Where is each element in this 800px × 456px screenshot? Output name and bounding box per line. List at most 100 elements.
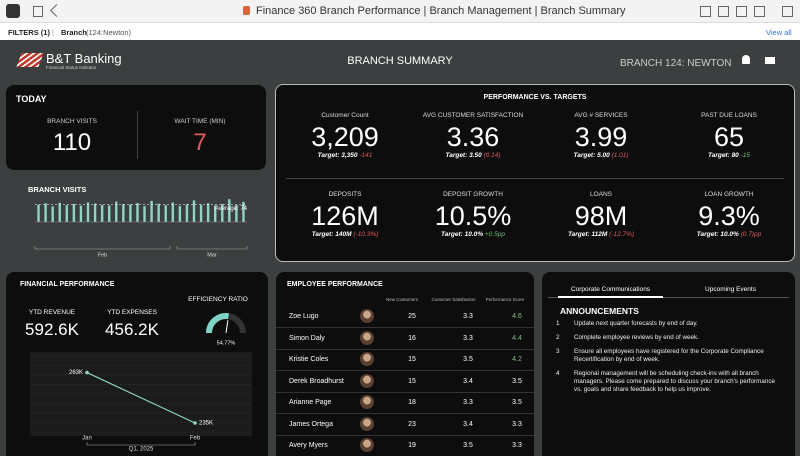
comment-icon[interactable] xyxy=(718,6,729,17)
kpi-target: Target: 3.50 xyxy=(445,152,482,159)
kpi-value: 9.3% xyxy=(698,201,760,231)
bar xyxy=(58,202,61,222)
kpi-target-line: Target: 3,350 -141 xyxy=(280,152,410,159)
bar xyxy=(108,205,111,222)
kpi: PAST DUE LOANS 65 Target: 80 -15 xyxy=(664,112,794,159)
kpi-value: 3,209 xyxy=(311,122,379,152)
employee-name: Zoe Lugo xyxy=(289,313,319,320)
kpi-value: 10.5% xyxy=(434,201,512,231)
kpi-target: Target: 5.00 xyxy=(573,152,610,159)
announcement-text: Ensure all employees have registered for… xyxy=(574,348,764,363)
kpi: LOANS 98M Target: 112M (-12.7%) xyxy=(536,191,666,238)
bar xyxy=(72,204,76,222)
bar xyxy=(157,203,160,222)
satisfaction: 3.4 xyxy=(463,377,473,385)
tab-divider xyxy=(548,297,789,298)
announcement-text: Complete employee reviews by end of week… xyxy=(574,334,699,341)
kpi-target: Target: 3,350 xyxy=(317,152,358,159)
kpi-target-line: Target: 3.50 (0.14) xyxy=(408,152,538,159)
x-bracket xyxy=(86,442,196,446)
kpi-value: 3.99 xyxy=(574,122,628,152)
today-metrics: BRANCH VISITS 110 WAIT TIME (MIN) 7 xyxy=(6,85,266,170)
kpi-target: Target: 112M xyxy=(567,231,608,238)
month-label: Mar xyxy=(207,252,217,258)
kpi-target: Target: 80 xyxy=(707,152,739,159)
panel-title: FINANCIAL PERFORMANCE xyxy=(20,281,115,288)
point xyxy=(193,421,197,425)
kpi-variance: -141 xyxy=(359,152,373,159)
tab-active[interactable]: Corporate Communications xyxy=(570,286,651,293)
kpi-label: DEPOSITS xyxy=(328,191,362,198)
gauge-needle xyxy=(225,320,229,334)
metric-value: 7 xyxy=(193,129,207,156)
filter-value[interactable]: (124:Newton) xyxy=(86,28,132,37)
kpi-variance: (0.14) xyxy=(483,152,501,159)
bar xyxy=(214,205,217,222)
gauge-arc xyxy=(206,313,229,334)
share-icon[interactable] xyxy=(736,6,747,17)
satisfaction: 3.3 xyxy=(463,399,473,406)
bar xyxy=(93,203,97,222)
kpi: LOAN GROWTH 9.3% Target: 10.0% (0.7)pp xyxy=(664,191,794,238)
edit-icon[interactable] xyxy=(782,6,793,17)
employee-row: Kristie Coles 15 3.5 4.2 xyxy=(276,349,534,371)
new-customers: 25 xyxy=(408,313,416,320)
bell-icon[interactable] xyxy=(742,55,750,64)
month-bracket xyxy=(34,246,171,250)
announcement-number: 1 xyxy=(556,320,560,327)
kpi-label: Customer Count xyxy=(321,112,369,119)
column-header: New Customers xyxy=(385,297,418,302)
page-icon[interactable] xyxy=(33,6,43,17)
avatar xyxy=(360,352,374,366)
export-icon[interactable] xyxy=(754,6,765,17)
kpi-target-line: Target: 140M (-10.3%) xyxy=(280,231,410,238)
heading: ANNOUNCEMENTS xyxy=(560,306,639,316)
filter-icon[interactable] xyxy=(700,6,711,17)
metric-label: EFFICIENCY RATIO xyxy=(188,296,248,303)
announcement-text: Update next quarter forecasts by end of … xyxy=(574,320,698,327)
column-header: Performance Score xyxy=(485,297,525,302)
kpi-label: LOANS xyxy=(589,191,613,198)
title-icon xyxy=(243,6,250,15)
bar xyxy=(44,203,47,222)
announcement-number: 4 xyxy=(556,370,560,377)
filters-label[interactable]: FILTERS (1) xyxy=(8,28,50,37)
metric-label: BRANCH VISITS xyxy=(47,118,97,125)
avatar xyxy=(360,330,374,345)
new-customers: 15 xyxy=(408,356,416,363)
bar xyxy=(178,205,182,222)
separator: | xyxy=(52,28,54,37)
score: 3.5 xyxy=(512,399,522,406)
bar xyxy=(150,200,153,222)
panel-title: EMPLOYEE PERFORMANCE xyxy=(287,281,383,288)
score: 3.3 xyxy=(512,442,522,449)
filter-field[interactable]: Branch xyxy=(61,28,87,37)
mail-icon[interactable] xyxy=(765,57,775,64)
new-customers: 23 xyxy=(408,420,416,428)
bar xyxy=(86,202,90,222)
announcement-number: 3 xyxy=(556,348,560,355)
employee-table: Zoe Lugo 25 3.3 4.6 Simon Daly 16 3.3 4.4 Kristi… xyxy=(276,306,534,456)
bar xyxy=(136,203,139,222)
employee-name: Avery Myers xyxy=(289,442,328,449)
page-title: BRANCH SUMMARY xyxy=(347,55,453,67)
x-tick-label: Jan xyxy=(82,436,92,442)
score: 3.5 xyxy=(512,377,522,385)
satisfaction: 3.5 xyxy=(463,356,473,363)
announcement-list: 1 Update next quarter forecasts by end of… xyxy=(542,320,795,456)
bar xyxy=(129,204,132,222)
view-all[interactable]: View all xyxy=(766,28,792,37)
gauge-label: 54.77% xyxy=(217,340,236,346)
today-panel: TODAY BRANCH VISITS 110 WAIT TIME (MIN) 7 xyxy=(6,85,266,170)
kpi-target-line: Target: 10.0% +0.5pp xyxy=(408,231,538,238)
avatar xyxy=(360,416,374,431)
kpi-target: Target: 140M xyxy=(311,231,352,238)
panel-title: TODAY xyxy=(16,94,47,104)
bar xyxy=(51,206,54,222)
month-label: Feb xyxy=(98,252,107,258)
kpi-target-line: Target: 112M (-12.7%) xyxy=(536,231,666,238)
tab[interactable]: Upcoming Events xyxy=(705,286,756,293)
brand-name: B&T Banking xyxy=(46,51,122,66)
kpi-target: Target: 10.0% xyxy=(441,231,484,238)
app-icon[interactable] xyxy=(6,4,20,18)
